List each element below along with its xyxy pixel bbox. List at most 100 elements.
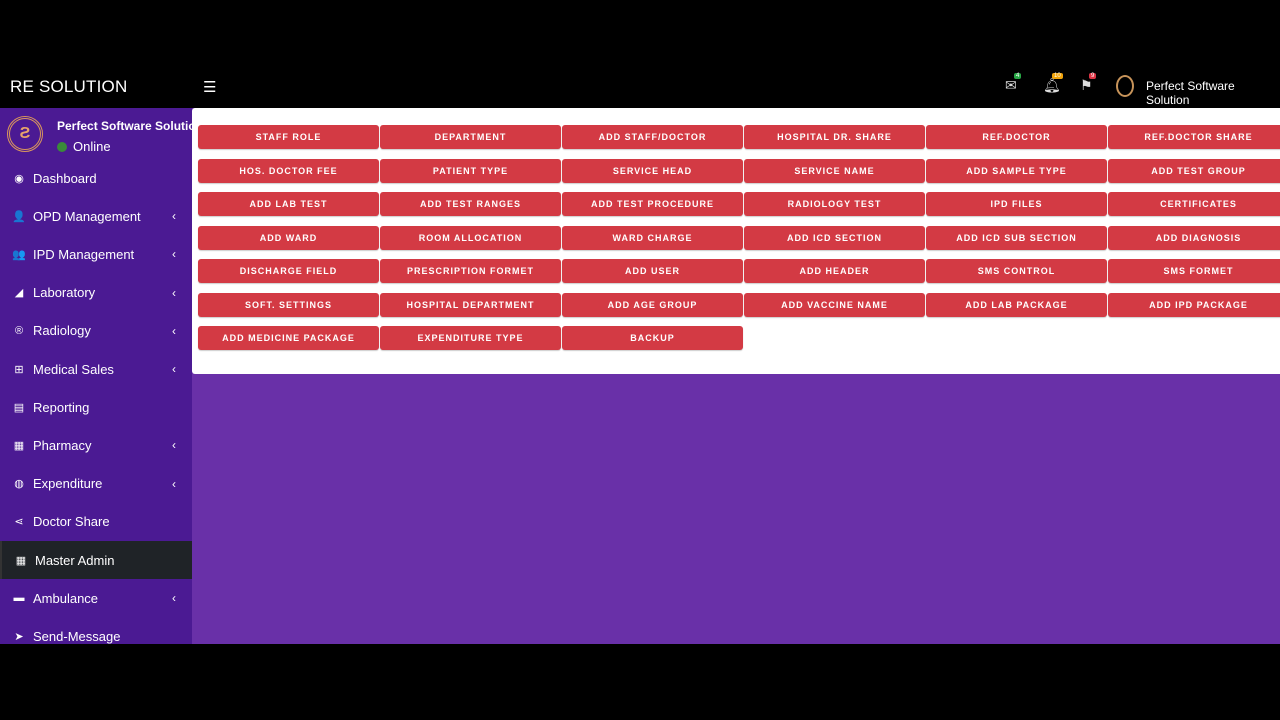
master-button-hospital-department[interactable]: HOSPITAL DEPARTMENT bbox=[380, 292, 561, 317]
master-button-add-user[interactable]: ADD USER bbox=[562, 259, 743, 283]
sidebar-item-label: Laboratory bbox=[33, 285, 96, 301]
master-button-expenditure-type[interactable]: EXPENDITURE TYPE bbox=[380, 326, 561, 350]
master-button-add-test-group[interactable]: ADD TEST GROUP bbox=[1108, 158, 1280, 183]
master-button-ipd-files[interactable]: IPD FILES bbox=[926, 192, 1107, 216]
master-button-ward-charge[interactable]: WARD CHARGE bbox=[562, 225, 743, 250]
master-button-add-vaccine-name[interactable]: ADD VACCINE NAME bbox=[744, 292, 925, 317]
master-button-add-medicine-package[interactable]: ADD MEDICINE PACKAGE bbox=[198, 326, 379, 350]
master-button-add-lab-package[interactable]: ADD LAB PACKAGE bbox=[926, 292, 1107, 317]
master-button-soft-settings[interactable]: SOFT. SETTINGS bbox=[198, 292, 379, 317]
master-button-hos-doctor-fee[interactable]: HOS. DOCTOR FEE bbox=[198, 158, 379, 183]
sidebar-item-doctor-share[interactable]: ⋖ Doctor Share bbox=[0, 503, 192, 541]
grid-icon: ▦ bbox=[15, 554, 27, 567]
sidebar: Ƨ Perfect Software Solution Online ◉ Dash… bbox=[0, 108, 192, 644]
share-icon: ⋖ bbox=[14, 516, 24, 529]
top-navbar: RE SOLUTION ☰ ✉ 4 🔔︎ 10 ⚑ 9 Perfect Software … bbox=[0, 65, 1280, 108]
sidebar-item-ipd-management[interactable]: 👥 IPD Management ‹ bbox=[0, 235, 192, 273]
hospital-icon: ▦ bbox=[13, 439, 25, 452]
master-button-add-age-group[interactable]: ADD AGE GROUP bbox=[562, 292, 743, 317]
dashboard-icon: ◉ bbox=[14, 172, 24, 185]
sidebar-item-label: Reporting bbox=[33, 399, 90, 415]
sidebar-item-pharmacy[interactable]: ▦ Pharmacy ‹ bbox=[0, 426, 192, 464]
sidebar-item-expenditure[interactable]: ◍ Expenditure ‹ bbox=[0, 465, 192, 503]
user-menu[interactable]: Perfect Software Solution bbox=[1146, 79, 1235, 107]
notification-count-badge: 10 bbox=[1052, 73, 1063, 79]
master-button-department[interactable]: DEPARTMENT bbox=[380, 125, 561, 149]
master-button-sms-control[interactable]: SMS CONTROL bbox=[926, 259, 1107, 283]
master-button-patient-type[interactable]: PATIENT TYPE bbox=[380, 158, 561, 183]
sidebar-item-label: Radiology bbox=[33, 323, 91, 339]
sidebar-item-reporting[interactable]: ▤ Reporting bbox=[0, 388, 192, 426]
chevron-left-icon: ‹ bbox=[172, 285, 176, 300]
sidebar-item-medical-sales[interactable]: ⊞ Medical Sales ‹ bbox=[0, 350, 192, 388]
chevron-left-icon: ‹ bbox=[172, 362, 176, 376]
master-button-add-ipd-package[interactable]: ADD IPD PACKAGE bbox=[1108, 292, 1280, 317]
sidebar-item-label: Dashboard bbox=[33, 170, 97, 186]
master-button-add-icd-sub-section[interactable]: ADD ICD SUB SECTION bbox=[926, 225, 1107, 250]
master-button-add-staff-doctor[interactable]: ADD STAFF/DOCTOR bbox=[562, 125, 743, 149]
master-button-discharge-field[interactable]: DISCHARGE FIELD bbox=[198, 259, 379, 283]
sidebar-item-master-admin[interactable]: ▦ Master Admin bbox=[0, 541, 192, 579]
master-button-service-head[interactable]: SERVICE HEAD bbox=[562, 158, 743, 183]
notification-count-badge: 9 bbox=[1089, 73, 1097, 79]
sidebar-item-ambulance[interactable]: ▬ Ambulance ‹ bbox=[0, 579, 192, 617]
chevron-left-icon: ‹ bbox=[172, 476, 176, 491]
master-button-add-sample-type[interactable]: ADD SAMPLE TYPE bbox=[926, 158, 1107, 183]
master-button-add-test-procedure[interactable]: ADD TEST PROCEDURE bbox=[562, 192, 743, 216]
chevron-left-icon: ‹ bbox=[172, 438, 176, 453]
paper-plane-icon: ➤ bbox=[14, 630, 24, 643]
master-button-ref-doctor-share[interactable]: REF.DOCTOR SHARE bbox=[1108, 125, 1280, 149]
lock-icon: ◍ bbox=[14, 478, 24, 491]
users-icon: 👥 bbox=[12, 248, 26, 261]
chevron-left-icon: ‹ bbox=[172, 323, 176, 338]
online-status: Online bbox=[57, 139, 111, 154]
sidebar-item-label: Doctor Share bbox=[33, 514, 110, 530]
sidebar-item-label: IPD Management bbox=[33, 246, 135, 262]
sidebar-item-opd-management[interactable]: 👤 OPD Management ‹ bbox=[0, 197, 192, 235]
bell-icon[interactable]: 🔔︎ 10 bbox=[1043, 73, 1063, 93]
eraser-icon: ◢ bbox=[14, 287, 24, 300]
master-button-add-icd-section[interactable]: ADD ICD SECTION bbox=[744, 225, 925, 250]
master-button-prescription-formet[interactable]: PRESCRIPTION FORMET bbox=[380, 259, 561, 283]
sidebar-item-laboratory[interactable]: ◢ Laboratory ‹ bbox=[0, 274, 192, 312]
sidebar-item-send-message[interactable]: ➤ Send-Message bbox=[0, 617, 192, 644]
sidebar-user-name: Perfect Software Solution bbox=[57, 119, 192, 133]
sidebar-item-label: OPD Management bbox=[33, 208, 141, 224]
master-button-add-diagnosis[interactable]: ADD DIAGNOSIS bbox=[1108, 225, 1280, 250]
chevron-left-icon: ‹ bbox=[172, 209, 176, 224]
master-button-add-ward[interactable]: ADD WARD bbox=[198, 225, 379, 250]
master-button-certificates[interactable]: CERTIFICATES bbox=[1108, 192, 1280, 216]
brand-title: RE SOLUTION bbox=[10, 77, 128, 96]
master-button-hospital-dr-share[interactable]: HOSPITAL DR. SHARE bbox=[744, 125, 925, 149]
master-button-service-name[interactable]: SERVICE NAME bbox=[744, 158, 925, 183]
master-button-add-lab-test[interactable]: ADD LAB TEST bbox=[198, 192, 379, 216]
chevron-left-icon: ‹ bbox=[172, 591, 176, 606]
master-button-staff-role[interactable]: STAFF ROLE bbox=[198, 125, 379, 149]
registered-icon: ® bbox=[14, 324, 24, 337]
chevron-left-icon: ‹ bbox=[172, 247, 176, 262]
flag-icon[interactable]: ⚑ 9 bbox=[1080, 73, 1097, 93]
master-button-room-allocation[interactable]: ROOM ALLOCATION bbox=[380, 225, 561, 250]
sidebar-item-label: Ambulance bbox=[33, 590, 99, 606]
status-dot-icon bbox=[57, 142, 67, 152]
master-button-sms-formet[interactable]: SMS FORMET bbox=[1108, 259, 1280, 283]
sidebar-item-dashboard[interactable]: ◉ Dashboard bbox=[0, 159, 192, 197]
sidebar-item-label: Pharmacy bbox=[33, 437, 92, 453]
sidebar-item-label: Medical Sales bbox=[33, 361, 114, 377]
plus-square-icon: ⊞ bbox=[14, 363, 24, 376]
user-avatar[interactable] bbox=[1116, 75, 1134, 97]
master-button-ref-doctor[interactable]: REF.DOCTOR bbox=[926, 125, 1107, 149]
sidebar-item-radiology[interactable]: ® Radiology ‹ bbox=[0, 312, 192, 350]
hamburger-menu-icon[interactable]: ☰ bbox=[203, 79, 217, 96]
master-button-backup[interactable]: BACKUP bbox=[562, 326, 743, 350]
master-button-add-test-ranges[interactable]: ADD TEST RANGES bbox=[380, 192, 561, 216]
master-admin-panel: STAFF ROLE DEPARTMENT ADD STAFF/DOCTOR HOSP… bbox=[192, 108, 1280, 374]
master-button-radiology-test[interactable]: RADIOLOGY TEST bbox=[744, 192, 925, 216]
ambulance-icon: ▬ bbox=[13, 592, 25, 605]
master-button-add-header[interactable]: ADD HEADER bbox=[744, 259, 925, 283]
user-icon: 👤 bbox=[12, 210, 26, 223]
file-icon: ▤ bbox=[13, 401, 25, 414]
sidebar-item-label: Expenditure bbox=[33, 476, 103, 492]
sidebar-item-label: Master Admin bbox=[35, 552, 115, 568]
envelope-icon[interactable]: ✉ 4 bbox=[1005, 73, 1022, 93]
